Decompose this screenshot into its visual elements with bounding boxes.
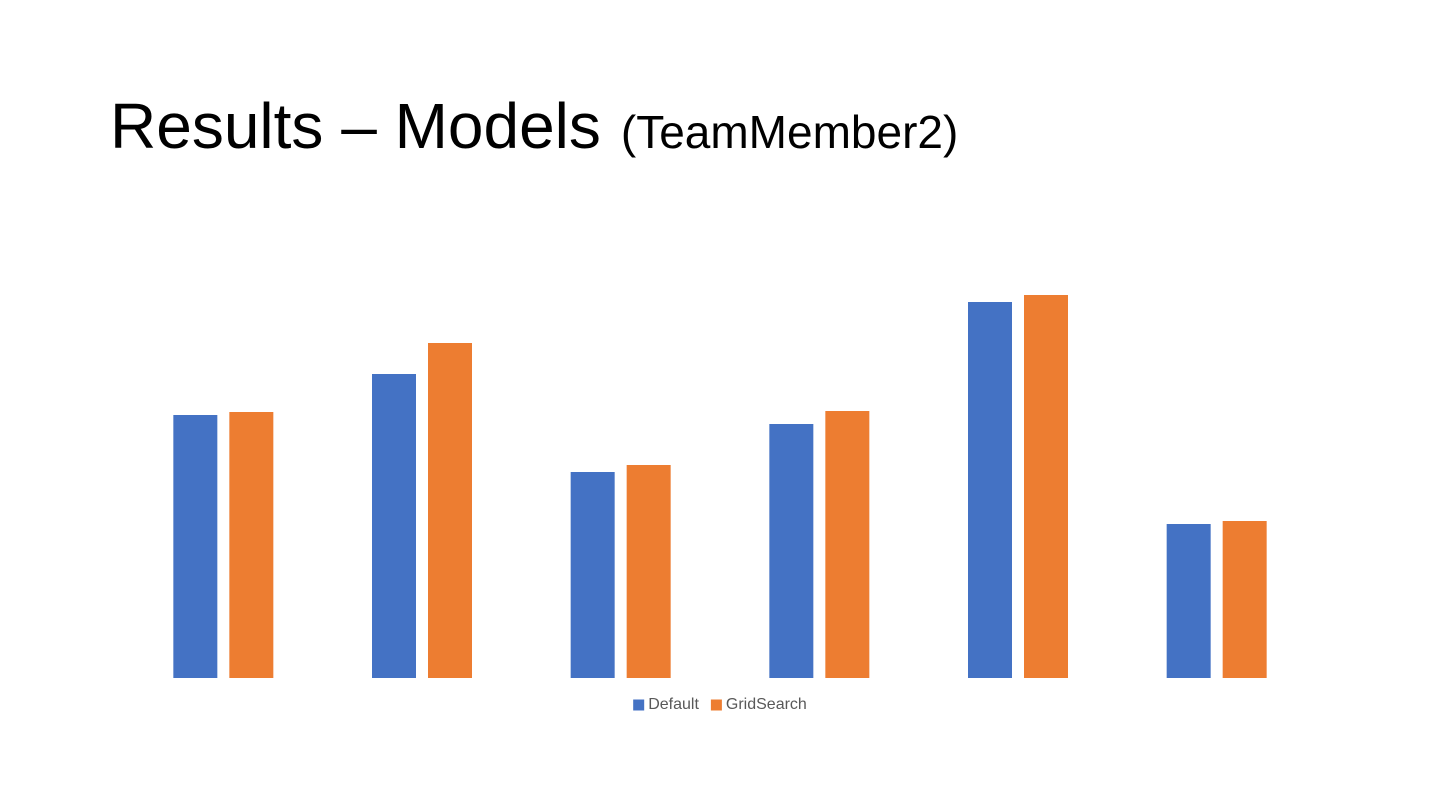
bar	[1166, 524, 1211, 678]
bar	[173, 415, 218, 678]
legend-label: Default	[648, 696, 699, 713]
bar	[1222, 521, 1267, 678]
bar	[570, 472, 615, 678]
bar	[769, 424, 814, 678]
bar	[1024, 295, 1068, 678]
bar	[229, 412, 274, 678]
slide-title: Results – Models (TeamMember2)	[110, 90, 958, 162]
title-main: Results – Models	[110, 90, 601, 162]
bar	[825, 411, 870, 678]
title-sub: (TeamMember2)	[621, 106, 958, 158]
bar	[372, 374, 416, 678]
bar	[968, 302, 1012, 678]
legend-swatch	[633, 699, 645, 711]
legend-swatch	[710, 699, 722, 711]
bar	[428, 343, 472, 678]
bar	[626, 465, 671, 678]
legend-label: GridSearch	[726, 696, 807, 713]
